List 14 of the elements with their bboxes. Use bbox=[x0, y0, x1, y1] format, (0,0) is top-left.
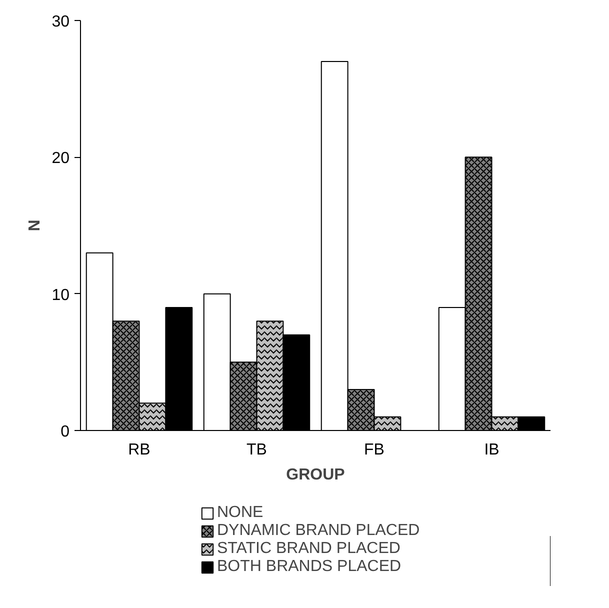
y-tick-label: 0 bbox=[60, 424, 70, 440]
y-tick-label: 10 bbox=[52, 286, 70, 304]
x-tick-label: IB bbox=[484, 442, 500, 458]
y-tick-label: 30 bbox=[52, 14, 70, 30]
x-axis-title: GROUP bbox=[286, 466, 346, 484]
legend-label: STATIC BRAND PLACED bbox=[217, 540, 400, 558]
legend-label: BOTH BRANDS PLACED bbox=[217, 558, 402, 576]
y-axis-title: N bbox=[26, 220, 44, 232]
x-tick-label: FB bbox=[364, 442, 384, 458]
x-tick-label: RB bbox=[128, 442, 150, 458]
x-tick-label: TB bbox=[246, 442, 267, 458]
y-tick-label: 20 bbox=[52, 150, 70, 168]
legend-label: NONE bbox=[217, 504, 264, 522]
legend-label: DYNAMIC BRAND PLACED bbox=[217, 522, 420, 540]
